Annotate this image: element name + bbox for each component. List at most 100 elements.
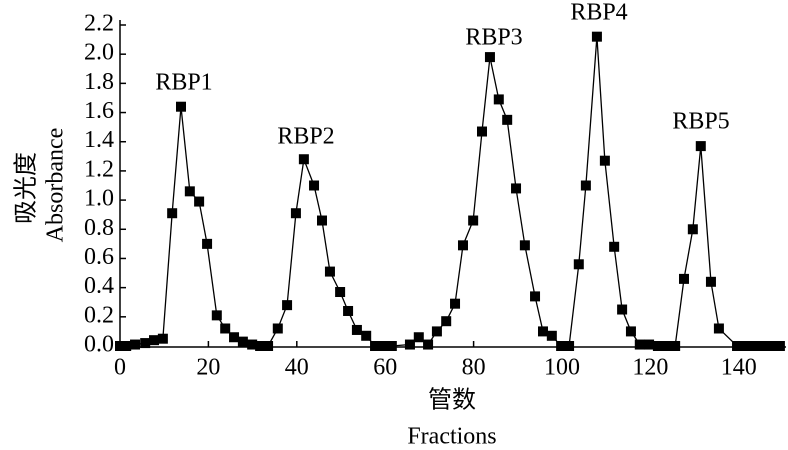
y-tick-label: 1.2 (84, 156, 114, 182)
y-tick-label: 2.2 (84, 11, 114, 37)
data-point (678, 273, 689, 284)
data-point (625, 326, 636, 337)
data-point (229, 332, 240, 343)
peak-label: RBP3 (465, 25, 522, 51)
data-point (484, 52, 495, 63)
data-point (386, 341, 397, 351)
data-point (493, 94, 504, 105)
y-tick-label: 0.2 (84, 302, 114, 328)
data-point (511, 183, 522, 194)
data-point (617, 304, 628, 315)
data-point (220, 323, 231, 334)
x-axis-label-zh: 管数 (428, 387, 476, 414)
x-tick-label: 100 (544, 355, 580, 381)
y-tick-label: 1.0 (84, 186, 114, 212)
y-axis-label-zh: 吸光度 (13, 152, 40, 224)
data-point (687, 224, 698, 235)
data-point (130, 339, 141, 350)
data-point (580, 180, 591, 191)
data-point (194, 196, 205, 207)
data-point (335, 287, 346, 298)
data-point (431, 326, 442, 337)
data-point (670, 341, 681, 351)
y-axis-label: Absorbance (43, 128, 69, 243)
data-point (564, 341, 575, 351)
data-point (247, 339, 258, 350)
data-point (450, 298, 461, 309)
data-point (290, 208, 301, 219)
data-line (120, 36, 780, 347)
data-point (282, 300, 293, 311)
data-point (202, 238, 213, 249)
data-point (732, 341, 743, 351)
data-point (748, 341, 759, 351)
data-point (537, 326, 548, 337)
data-point (167, 208, 178, 219)
x-tick-label: 0 (114, 355, 126, 381)
data-point (404, 339, 415, 350)
x-tick-label: 20 (196, 355, 220, 381)
data-point (343, 305, 354, 316)
data-point (184, 186, 195, 197)
data-point (316, 215, 327, 226)
data-point (644, 339, 655, 350)
data-point (652, 341, 663, 351)
data-point (739, 341, 750, 351)
data-point (115, 341, 125, 351)
data-point (361, 330, 372, 341)
data-point (705, 276, 716, 287)
data-point (609, 241, 620, 252)
peak-label: RBP1 (155, 70, 212, 96)
data-point (476, 126, 487, 137)
data-point (255, 341, 266, 351)
data-point (370, 341, 381, 351)
data-point (556, 341, 567, 351)
y-tick-label: 0.8 (84, 215, 114, 241)
x-tick-label: 60 (373, 355, 397, 381)
data-point (546, 330, 557, 341)
data-point (272, 323, 283, 334)
data-point (502, 114, 513, 125)
data-point (457, 240, 468, 251)
peak-label: RBP5 (672, 109, 729, 135)
y-tick-label: 0.6 (84, 244, 114, 270)
x-tick-label: 40 (285, 355, 309, 381)
data-point (573, 259, 584, 270)
data-point (413, 332, 424, 343)
data-point (423, 339, 434, 350)
y-tick-label: 0.0 (84, 332, 114, 358)
data-point (237, 336, 248, 347)
data-point (441, 316, 452, 327)
x-tick-label: 140 (721, 355, 757, 381)
x-tick-label: 120 (632, 355, 668, 381)
data-point (140, 338, 151, 349)
data-point (298, 154, 309, 165)
data-point (695, 141, 706, 152)
data-point (157, 333, 168, 344)
y-tick-label: 1.4 (84, 127, 114, 153)
data-point (530, 291, 541, 302)
data-point (634, 339, 645, 350)
data-point (211, 310, 222, 321)
data-point (591, 31, 602, 42)
data-point (713, 323, 724, 334)
data-point (309, 180, 320, 191)
data-point (519, 240, 530, 251)
y-tick-label: 2.0 (84, 40, 114, 66)
data-point (121, 341, 132, 351)
data-point (324, 266, 335, 277)
x-tick-label: 80 (462, 355, 486, 381)
data-point (378, 341, 389, 351)
data-point (758, 341, 769, 351)
data-point (766, 341, 777, 351)
data-point (774, 341, 785, 351)
data-point (175, 101, 186, 112)
data-point (468, 215, 479, 226)
peak-label: RBP2 (277, 124, 334, 150)
y-tick-label: 1.8 (84, 69, 114, 95)
data-point (662, 341, 673, 351)
y-tick-label: 1.6 (84, 98, 114, 124)
peak-label: RBP4 (570, 0, 627, 26)
y-tick-label: 0.4 (84, 273, 114, 299)
